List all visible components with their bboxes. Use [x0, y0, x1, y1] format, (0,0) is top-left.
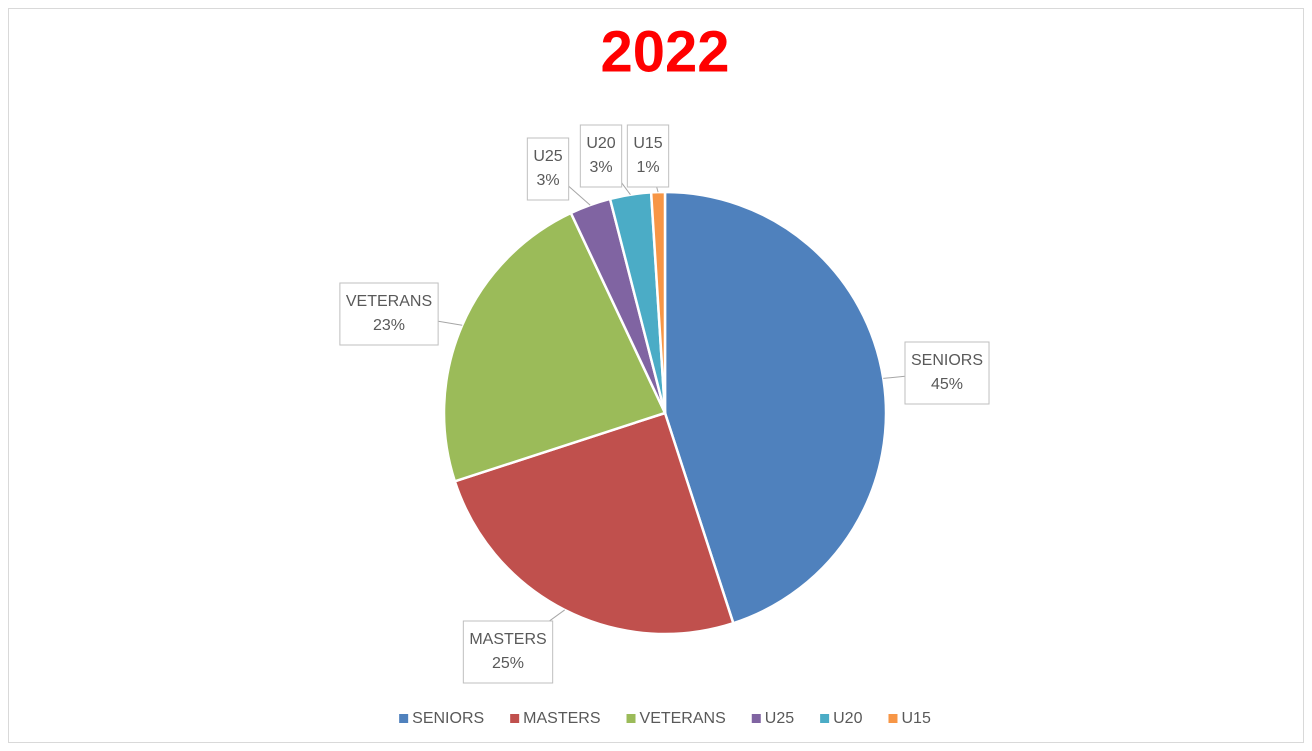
label-value: 45% [931, 376, 963, 393]
label-value: 23% [373, 317, 405, 334]
label-box [904, 341, 990, 405]
legend-swatch [820, 714, 830, 723]
legend-swatch [751, 714, 761, 723]
data-label: MASTERS 25% [462, 609, 565, 684]
label-name: SENIORS [911, 352, 983, 369]
legend-label: MASTERS [523, 710, 600, 727]
label-box [626, 124, 670, 188]
pie-slice [453, 411, 735, 636]
label-value: 25% [492, 655, 524, 672]
label-name: U15 [633, 135, 662, 152]
label-name: U20 [586, 135, 615, 152]
legend-label: U25 [765, 710, 794, 727]
data-label: SENIORS 45% [883, 341, 990, 405]
label-box [339, 282, 439, 346]
label-value: 3% [536, 172, 559, 189]
pie-slice [663, 190, 888, 625]
legend-swatch [626, 714, 636, 723]
label-value: 1% [636, 159, 659, 176]
legend-swatch [510, 714, 520, 723]
label-box [579, 124, 623, 188]
label-name: U25 [533, 148, 562, 165]
label-value: 3% [589, 159, 612, 176]
chart-title: 2022 [600, 19, 729, 84]
legend-label: U15 [901, 710, 930, 727]
legend-swatch [399, 714, 409, 723]
legend-label: SENIORS [412, 710, 484, 727]
data-label: VETERANS 23% [339, 282, 463, 346]
legend-swatch [888, 714, 898, 723]
label-name: MASTERS [469, 631, 546, 648]
legend-label: U20 [833, 710, 862, 727]
label-name: VETERANS [346, 293, 432, 310]
label-box [462, 620, 554, 684]
legend-label: VETERANS [640, 710, 726, 727]
legend: SENIORS MASTERS VETERANS U25 U20 U15 [399, 710, 931, 727]
label-box [526, 137, 570, 201]
